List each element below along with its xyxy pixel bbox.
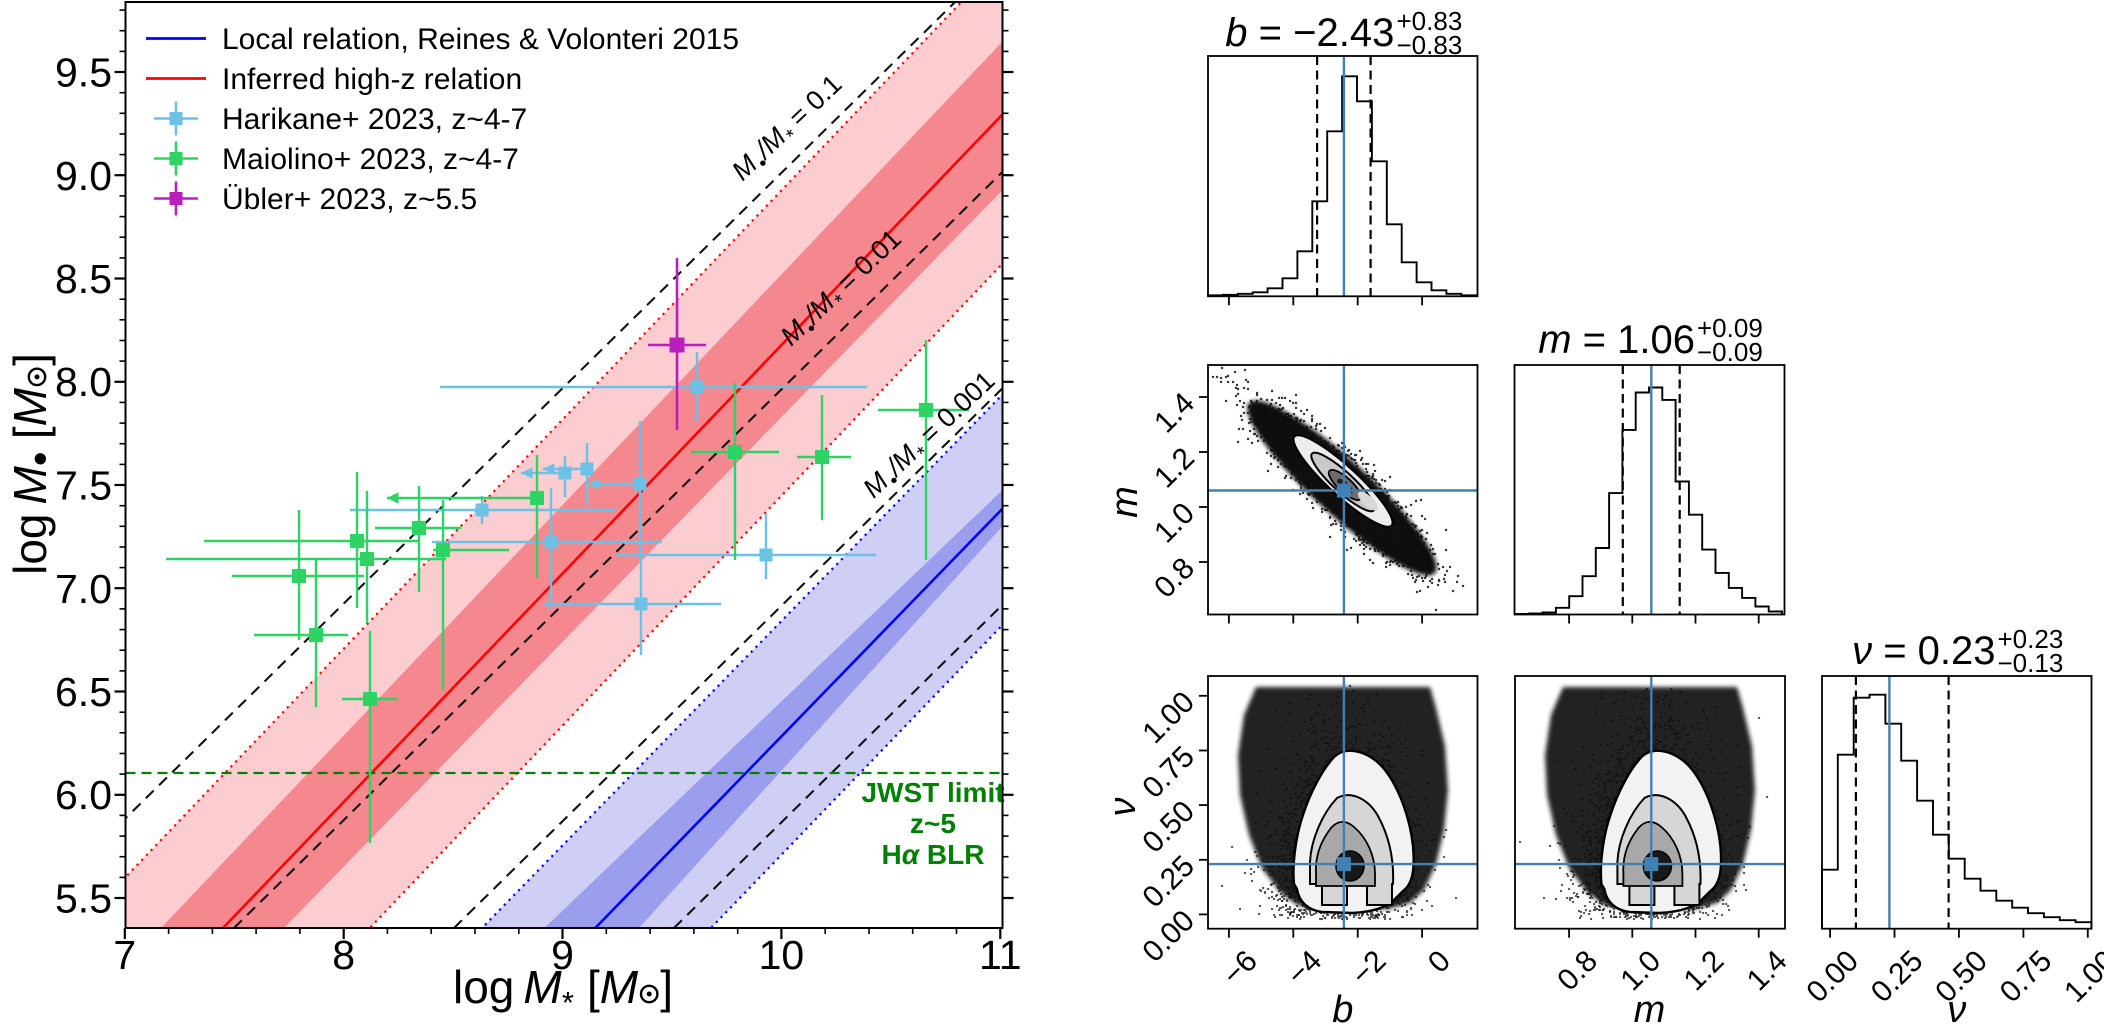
svg-text:m: m	[1634, 989, 1666, 1030]
svg-text:9: 9	[551, 932, 574, 978]
svg-text:*: *	[562, 985, 574, 1020]
svg-text:ν: ν	[1102, 798, 1144, 817]
svg-text:m = 1.06: m = 1.06	[1538, 318, 1695, 362]
svg-text:Übler+ 2023, z~5.5: Übler+ 2023, z~5.5	[222, 183, 477, 216]
svg-text:6.0: 6.0	[55, 772, 112, 818]
svg-text:m: m	[1104, 486, 1146, 518]
svg-text:b = −2.43: b = −2.43	[1225, 11, 1394, 55]
svg-text:Hα BLR: Hα BLR	[882, 839, 985, 870]
svg-text:7.5: 7.5	[55, 463, 112, 509]
svg-text:7.0: 7.0	[55, 566, 112, 612]
svg-text:[: [	[587, 961, 600, 1013]
svg-text:log: log	[453, 961, 514, 1013]
svg-text:7: 7	[113, 932, 136, 978]
svg-text:6.5: 6.5	[55, 669, 112, 715]
svg-text:11: 11	[979, 932, 1022, 978]
svg-text:9.5: 9.5	[55, 50, 112, 96]
svg-text:+0.83: +0.83	[1397, 6, 1463, 36]
svg-text:JWST limit: JWST limit	[861, 777, 1004, 808]
svg-text:+0.23: +0.23	[1998, 624, 2064, 654]
svg-text:−0.13: −0.13	[1998, 648, 2064, 678]
svg-text:5.5: 5.5	[55, 876, 112, 922]
svg-text:M: M	[523, 961, 562, 1013]
svg-text:z~5: z~5	[910, 808, 956, 839]
svg-text:−0.09: −0.09	[1697, 337, 1763, 367]
svg-text:M: M	[600, 961, 639, 1013]
svg-text:ν = 0.23: ν = 0.23	[1852, 629, 1995, 673]
svg-text:Harikane+ 2023, z~4-7: Harikane+ 2023, z~4-7	[222, 103, 527, 136]
svg-text:8.5: 8.5	[55, 256, 112, 302]
svg-text:Maiolino+ 2023, z~4-7: Maiolino+ 2023, z~4-7	[222, 143, 519, 176]
svg-text:8: 8	[332, 932, 355, 978]
svg-text:Local relation, Reines & Volon: Local relation, Reines & Volonteri 2015	[222, 23, 739, 56]
svg-text:ν: ν	[1947, 989, 1966, 1030]
svg-text:−0.83: −0.83	[1397, 30, 1463, 60]
svg-text:log: log	[4, 514, 56, 575]
svg-text:b: b	[1332, 989, 1353, 1030]
svg-text:•: •	[16, 451, 63, 466]
svg-text:+0.09: +0.09	[1697, 313, 1763, 343]
svg-text:[: [	[4, 426, 56, 439]
svg-text:M: M	[4, 387, 56, 426]
svg-text:8.0: 8.0	[55, 359, 112, 405]
svg-text:Inferred high-z relation: Inferred high-z relation	[222, 63, 522, 96]
svg-text:10: 10	[759, 932, 805, 978]
svg-text:M: M	[4, 466, 56, 505]
svg-text:9.0: 9.0	[55, 153, 112, 199]
svg-text:]: ]	[660, 961, 673, 1013]
svg-text:]: ]	[4, 353, 56, 366]
